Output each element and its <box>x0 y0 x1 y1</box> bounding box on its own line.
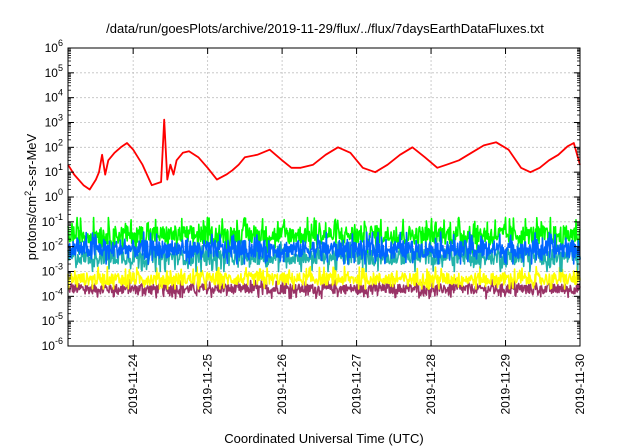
x-axis-ticks: 2019-11-24 2019-11-25 2019-11-26 2019-11-27… <box>126 48 587 415</box>
x-tick-label: 2019-11-27 <box>350 354 364 415</box>
y-axis-label-suffix: -s-sr-MeV <box>24 133 39 190</box>
series-line <box>67 216 581 254</box>
y-axis-label-sup: 2 <box>23 191 33 196</box>
series-line <box>67 231 581 265</box>
series-line <box>67 278 581 300</box>
x-axis-label: Coordinated Universal Time (UTC) <box>224 431 423 446</box>
y-tick-label: 10-4 <box>42 286 63 303</box>
data-traces <box>67 118 581 300</box>
y-tick-label: 10-1 <box>42 212 63 229</box>
y-tick-label: 104 <box>45 88 63 105</box>
y-tick-label: 10-6 <box>42 336 63 353</box>
series-line <box>67 118 581 191</box>
y-tick-label: 10-2 <box>42 237 63 254</box>
y-axis-label: protons/cm2-s-sr-MeV <box>23 133 39 260</box>
grid-lines <box>68 48 580 346</box>
y-tick-label: 100 <box>45 187 63 204</box>
series-line <box>67 265 581 290</box>
y-axis-label-prefix: protons/cm <box>24 196 39 260</box>
x-tick-label: 2019-11-29 <box>499 354 513 415</box>
y-tick-label: 106 <box>45 38 63 55</box>
y-tick-label: 102 <box>45 137 63 154</box>
y-tick-label: 10-5 <box>42 311 63 328</box>
x-tick-label: 2019-11-25 <box>201 354 215 415</box>
y-axis-ticks: 10-6 10-5 10-4 10-3 10-2 10-1 100 101 102 103 104 1… <box>42 38 580 353</box>
x-tick-label: 2019-11-30 <box>573 354 587 415</box>
y-tick-label: 105 <box>45 63 63 80</box>
x-tick-label: 2019-11-28 <box>424 354 438 415</box>
y-tick-label: 10-3 <box>42 262 63 279</box>
y-tick-label: 103 <box>45 113 63 130</box>
x-tick-label: 2019-11-26 <box>275 354 289 415</box>
y-tick-label: 101 <box>45 162 63 179</box>
x-tick-label: 2019-11-24 <box>126 354 140 415</box>
chart-title: /data/run/goesPlots/archive/2019-11-29/f… <box>106 21 544 36</box>
